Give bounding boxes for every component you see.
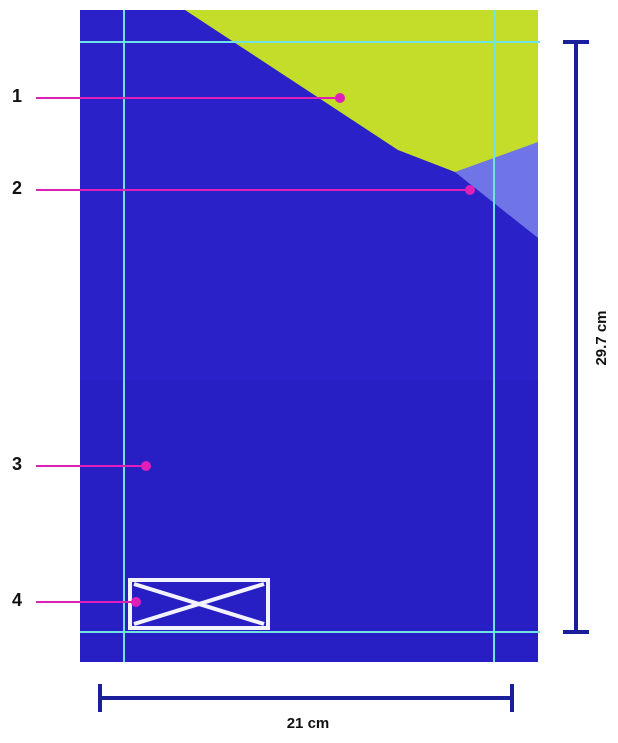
callout-dot-1 <box>335 93 345 103</box>
paper-texture <box>80 380 538 662</box>
height-dimension <box>563 40 589 634</box>
callout-number-4: 4 <box>12 590 23 610</box>
callout-number-3: 3 <box>12 454 23 474</box>
callout-number-2: 2 <box>12 178 23 198</box>
callout-dot-4 <box>131 597 141 607</box>
light-blue-region <box>455 142 538 238</box>
callout-dot-2 <box>465 185 475 195</box>
callout-number-1: 1 <box>12 86 23 106</box>
callout-dot-3 <box>141 461 151 471</box>
lime-region <box>185 10 538 172</box>
width-label: 21 cm <box>287 715 330 732</box>
width-dimension <box>98 684 514 712</box>
white-x-box <box>128 578 270 630</box>
height-label: 29.7 cm <box>593 310 610 365</box>
